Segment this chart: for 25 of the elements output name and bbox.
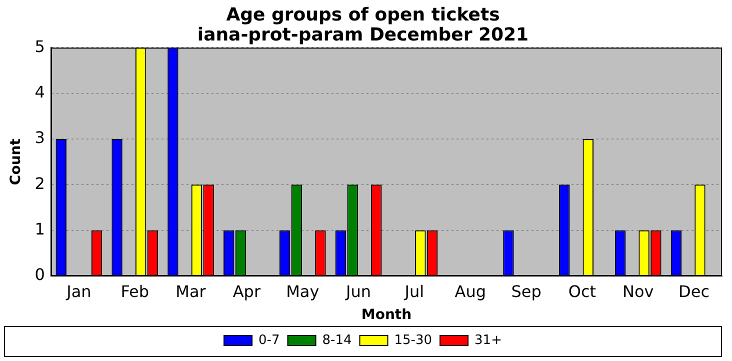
x-axis-title: Month bbox=[361, 307, 412, 324]
legend-label: 15-30 bbox=[394, 332, 432, 348]
x-tick-label: Feb bbox=[120, 282, 150, 301]
x-tick-label: Dec bbox=[678, 282, 710, 301]
y-tick-label: 0 bbox=[34, 265, 45, 284]
x-tick-label: Jun bbox=[345, 282, 372, 301]
legend-label: 0-7 bbox=[258, 332, 280, 348]
x-tick-label: Sep bbox=[511, 282, 542, 301]
x-tick-label: Nov bbox=[622, 282, 654, 301]
x-tick-label: Jul bbox=[404, 282, 424, 301]
y-tick-label: 4 bbox=[34, 82, 45, 102]
y-axis-title: Count bbox=[8, 138, 24, 186]
y-tick-label: 3 bbox=[34, 128, 45, 148]
x-tick-label: Oct bbox=[568, 282, 596, 301]
x-tick-label: Apr bbox=[232, 282, 261, 301]
x-tick-label: Aug bbox=[454, 282, 486, 301]
y-tick-label: 2 bbox=[34, 174, 45, 193]
y-tick-label: 1 bbox=[34, 219, 45, 238]
x-tick-label: Mar bbox=[176, 282, 206, 301]
legend-label: 31+ bbox=[474, 332, 502, 348]
chart-title: Age groups of open tickets iana-prot-param December 2021 bbox=[197, 4, 529, 46]
x-tick-label: Jan bbox=[66, 282, 92, 301]
legend-label: 8-14 bbox=[322, 332, 352, 348]
x-tick-label: May bbox=[286, 282, 320, 301]
y-tick-label: 5 bbox=[34, 36, 45, 56]
